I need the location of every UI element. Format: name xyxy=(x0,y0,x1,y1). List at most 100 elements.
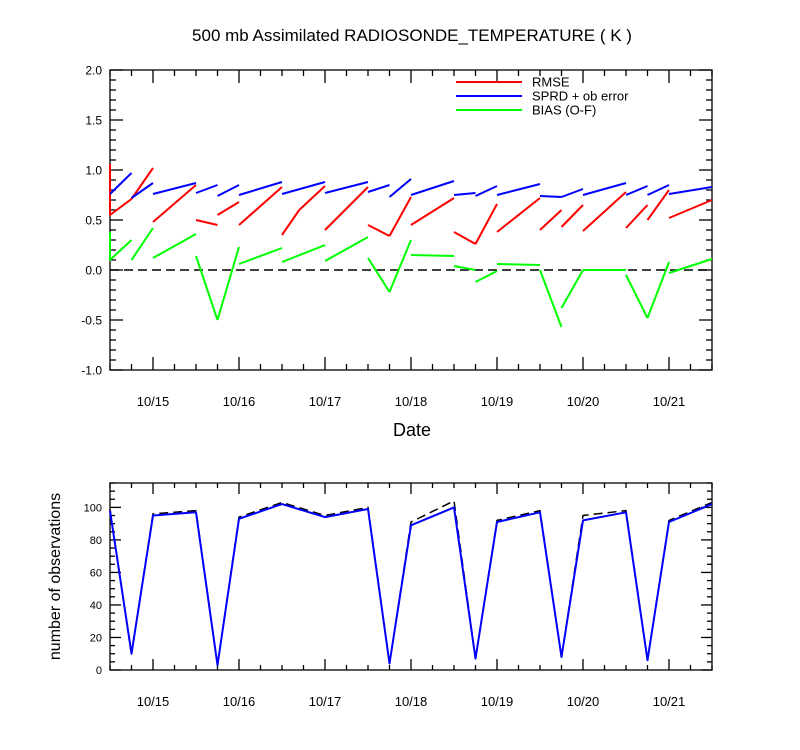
series-line-segment xyxy=(195,219,218,226)
series-line-segment xyxy=(647,184,670,196)
series-line-segment xyxy=(496,263,541,266)
y-tick-label: 0 xyxy=(96,665,102,677)
x-tick-label: 10/17 xyxy=(309,394,342,409)
series-line-segment xyxy=(388,196,412,237)
series-line-segment xyxy=(388,178,412,198)
x-tick-label: 10/19 xyxy=(481,394,514,409)
series-line-segment xyxy=(367,257,391,293)
x-tick-label: 10/18 xyxy=(395,394,428,409)
series-line-segment xyxy=(130,167,154,200)
top-chart: 10/15 10/16 10/17 10/18 10/19 10/20 10/21 -1.0 -… xyxy=(81,63,713,409)
series-line-segment xyxy=(625,274,649,319)
series-line-segment xyxy=(238,186,283,226)
y-tick-label: -0.5 xyxy=(81,313,102,327)
series-line-segment xyxy=(475,185,498,197)
legend-label: BIAS (O-F) xyxy=(532,103,596,118)
series-line-segment xyxy=(195,184,218,194)
y-axis-label: number of observations xyxy=(47,493,64,660)
series-line-segment xyxy=(195,255,219,321)
series-line-segment xyxy=(560,204,584,228)
series-line-segment xyxy=(668,199,713,219)
series-line-segment xyxy=(539,269,563,328)
x-axis-label: Date xyxy=(393,420,431,440)
y-tick-label: 1.5 xyxy=(85,113,102,127)
series-line-segment xyxy=(238,181,283,196)
x-tick-label: 10/21 xyxy=(653,694,686,709)
series-line-segment xyxy=(539,209,563,231)
series-line-segment xyxy=(453,231,476,245)
series-sprd-ob-error xyxy=(109,172,713,199)
series-line-segment xyxy=(324,236,369,262)
series-line-segment xyxy=(668,186,713,195)
legend-label: RMSE xyxy=(532,75,570,90)
series-line-segment xyxy=(496,183,541,196)
series-line-segment xyxy=(410,254,455,257)
x-tick-label: 10/17 xyxy=(309,694,342,709)
series-bias-o-f xyxy=(109,227,713,328)
y-tick-label: 40 xyxy=(90,600,102,612)
series-line-segment xyxy=(152,184,197,223)
x-tick-label: 10/21 xyxy=(653,394,686,409)
series-line-segment xyxy=(410,197,455,226)
series-line-segment xyxy=(475,270,498,283)
y-tick-label: 60 xyxy=(90,567,102,579)
series-line-segment xyxy=(625,204,649,229)
series-line-segment xyxy=(410,180,455,196)
y-tick-label: 0.0 xyxy=(85,263,102,277)
series-line-segment xyxy=(109,232,133,261)
x-tick-label: 10/20 xyxy=(567,694,600,709)
series-line-segment xyxy=(216,201,240,216)
series-line-segment xyxy=(539,195,562,198)
x-tick-label: 10/18 xyxy=(395,694,428,709)
series-line-segment xyxy=(324,181,369,194)
series-line-segment xyxy=(582,182,627,196)
series-line-segment xyxy=(474,203,498,245)
x-tick-label: 10/20 xyxy=(567,394,600,409)
series-line-segment xyxy=(152,182,197,195)
series-line-segment xyxy=(496,197,541,233)
y-tick-label: -1.0 xyxy=(81,363,102,377)
bottom-chart: 10/15 10/16 10/17 10/18 10/19 10/20 10/21 0 20 40… xyxy=(47,482,713,709)
y-tick-label: 20 xyxy=(90,632,102,644)
series-line-segment xyxy=(281,209,301,236)
series-line-segment xyxy=(625,185,648,196)
series-line-segment xyxy=(152,233,197,259)
series-line-segment xyxy=(646,189,670,221)
series-line-segment xyxy=(238,247,283,265)
series-line-segment xyxy=(217,184,240,197)
series-line-segment xyxy=(298,185,326,211)
series-line xyxy=(109,503,713,667)
x-tick-label: 10/16 xyxy=(223,394,256,409)
series-line-segment xyxy=(367,224,390,237)
series-line-segment xyxy=(130,227,154,261)
series-line-segment xyxy=(668,258,713,274)
y-tick-label: 0.5 xyxy=(85,213,102,227)
series-line-segment xyxy=(582,191,627,232)
x-tick-label: 10/16 xyxy=(223,694,256,709)
series-line-segment xyxy=(367,184,390,193)
legend-label: SPRD + ob error xyxy=(532,89,629,104)
series-line-segment xyxy=(453,192,476,196)
series-rmse xyxy=(109,164,713,245)
series-line-segment xyxy=(388,239,412,293)
series-line-segment xyxy=(453,265,476,271)
series-line-segment xyxy=(281,181,326,195)
y-tick-label: 80 xyxy=(90,535,102,547)
y-tick-label: 1.0 xyxy=(85,163,102,177)
series-line-segment xyxy=(646,261,670,319)
series-line-segment xyxy=(281,244,326,263)
series-line-segment xyxy=(216,246,240,321)
y-tick-label: 2.0 xyxy=(85,63,102,77)
series-line-segment xyxy=(109,172,133,195)
series-line-segment xyxy=(560,269,584,309)
chart-title: 500 mb Assimilated RADIOSONDE_TEMPERATUR… xyxy=(192,26,632,45)
series-line-segment xyxy=(109,164,133,216)
y-tick-label: 100 xyxy=(84,502,102,514)
series-0000ff xyxy=(109,503,713,667)
x-tick-label: 10/15 xyxy=(137,394,170,409)
x-tick-label: 10/15 xyxy=(137,694,170,709)
x-tick-label: 10/19 xyxy=(481,694,514,709)
series-line-segment xyxy=(561,188,584,198)
